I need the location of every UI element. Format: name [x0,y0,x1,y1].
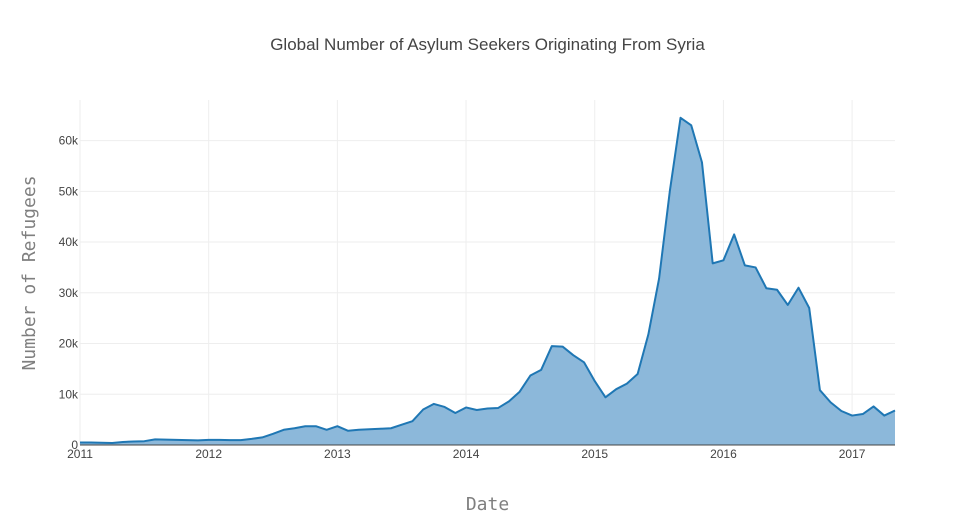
x-tick-label: 2016 [710,447,737,461]
y-axis-ticks: 0 10k 20k 30k 40k 50k 60k [59,134,79,452]
x-tick-label: 2017 [839,447,866,461]
y-tick-label: 60k [59,134,79,148]
x-axis-title: Date [466,494,509,515]
x-tick-label: 2014 [453,447,480,461]
area-fill [80,117,895,445]
series-line [80,116,896,444]
x-tick-label: 2013 [324,447,351,461]
y-tick-label: 0 [71,438,78,452]
y-tick-label: 50k [59,184,79,198]
x-tick-label: 2015 [581,447,608,461]
x-axis-ticks: 2011 2012 2013 2014 2015 2016 2017 [67,447,866,461]
y-tick-label: 10k [59,387,79,401]
y-axis-title: Number of Refugees [19,175,40,370]
y-tick-label: 20k [59,337,79,351]
x-tick-label: 2011 [67,447,93,461]
y-tick-label: 30k [59,286,79,300]
chart-title: Global Number of Asylum Seekers Originat… [270,35,705,54]
gridlines [79,100,895,445]
x-tick-label: 2012 [195,447,222,461]
y-tick-label: 40k [59,235,79,249]
